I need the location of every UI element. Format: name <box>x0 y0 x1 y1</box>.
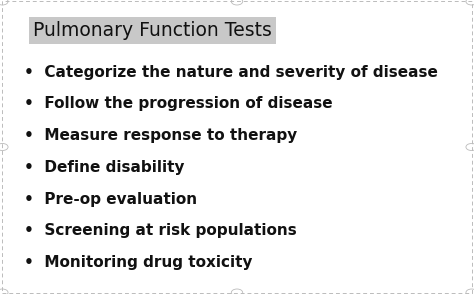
Text: •  Categorize the nature and severity of disease: • Categorize the nature and severity of … <box>24 64 438 80</box>
Text: •  Follow the progression of disease: • Follow the progression of disease <box>24 96 332 111</box>
Text: •  Define disability: • Define disability <box>24 160 184 175</box>
Text: •  Pre-op evaluation: • Pre-op evaluation <box>24 191 197 207</box>
Text: Pulmonary Function Tests: Pulmonary Function Tests <box>33 21 272 40</box>
Text: •  Screening at risk populations: • Screening at risk populations <box>24 223 296 238</box>
Text: •  Measure response to therapy: • Measure response to therapy <box>24 128 297 143</box>
Text: •  Monitoring drug toxicity: • Monitoring drug toxicity <box>24 255 252 270</box>
